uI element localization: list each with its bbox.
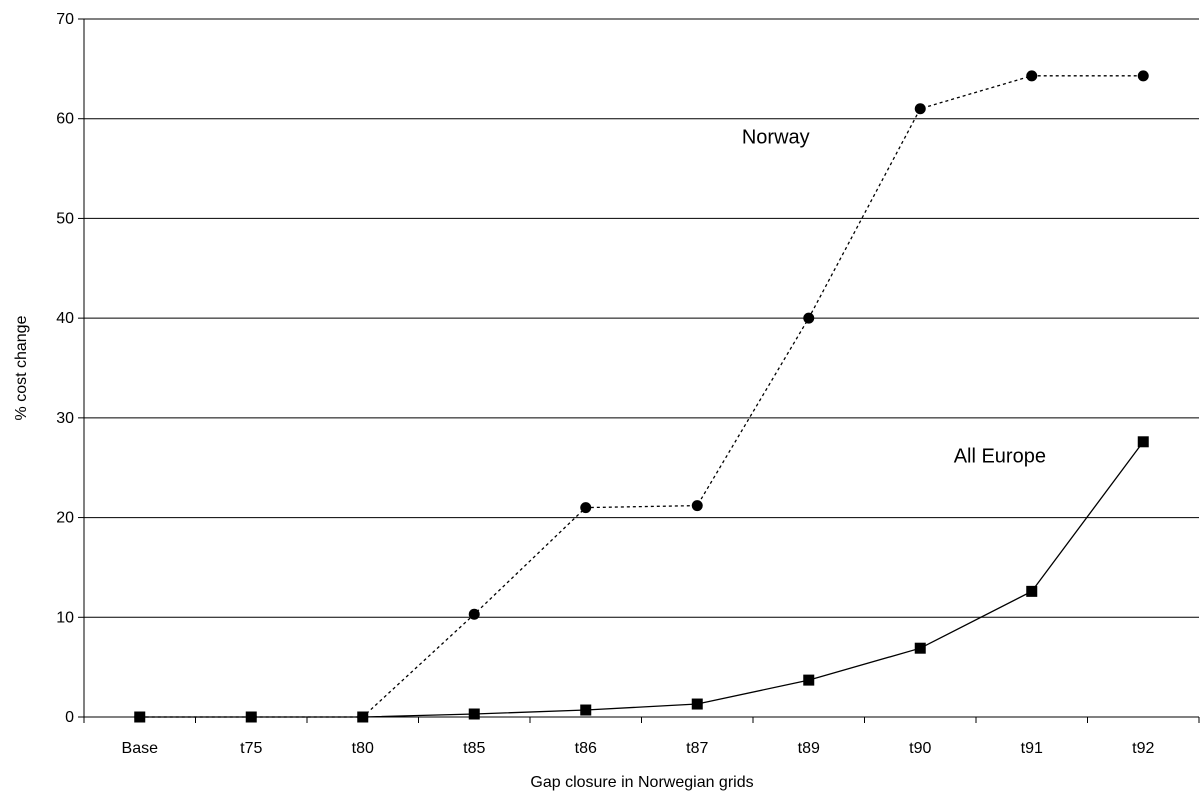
- y-axis-label: % cost change: [13, 315, 30, 420]
- data-point-all-europe: [580, 704, 592, 716]
- data-point-norway: [1026, 70, 1038, 82]
- x-tick-labels: Base t75 t80 t85 t86 t87 t89 t90 t91 t92: [122, 740, 1155, 757]
- y-tick-label: 30: [56, 410, 74, 427]
- data-point-norway: [468, 608, 480, 620]
- data-point-all-europe: [245, 711, 257, 723]
- x-tick-label: t92: [1132, 740, 1154, 757]
- x-tick-label: t80: [352, 740, 374, 757]
- x-tick-label: t85: [463, 740, 485, 757]
- data-point-all-europe: [691, 698, 703, 710]
- series-line-norway: [139, 75, 1144, 718]
- y-tick-label: 40: [56, 310, 74, 327]
- series-line-all-europe: [139, 441, 1144, 718]
- x-tick-label: Base: [122, 740, 159, 757]
- data-point-norway: [803, 312, 815, 324]
- y-tick-label: 50: [56, 210, 74, 227]
- data-point-norway: [1137, 70, 1149, 82]
- data-point-all-europe: [1026, 585, 1038, 597]
- data-point-all-europe: [134, 711, 146, 723]
- x-tick-label: t75: [240, 740, 262, 757]
- series-layer: [134, 70, 1149, 723]
- y-tick-label: 0: [65, 709, 74, 726]
- y-tick-label: 20: [56, 510, 74, 527]
- data-point-all-europe: [803, 674, 815, 686]
- y-tick-label: 60: [56, 111, 74, 128]
- y-tick-label: 70: [56, 11, 74, 28]
- data-point-all-europe: [914, 642, 926, 654]
- gridlines: [84, 18, 1199, 618]
- data-point-all-europe: [468, 708, 480, 720]
- data-point-norway: [914, 103, 926, 115]
- data-point-all-europe: [1137, 436, 1149, 448]
- annotation-all-europe: All Europe: [954, 446, 1046, 468]
- x-axis-label: Gap closure in Norwegian grids: [530, 774, 753, 791]
- x-tick-label: t87: [686, 740, 708, 757]
- data-point-all-europe: [357, 711, 369, 723]
- x-tick-label: t86: [575, 740, 597, 757]
- y-tick-label: 10: [56, 609, 74, 626]
- data-point-norway: [691, 500, 703, 512]
- x-tick-label: t91: [1021, 740, 1043, 757]
- data-point-norway: [580, 502, 592, 514]
- x-tick-label: t89: [798, 740, 820, 757]
- annotations: Norway All Europe: [742, 127, 1046, 468]
- annotation-norway: Norway: [742, 127, 810, 149]
- y-tick-labels: 0 10 20 30 40 50 60 70: [56, 11, 74, 726]
- x-tick-label: t90: [909, 740, 931, 757]
